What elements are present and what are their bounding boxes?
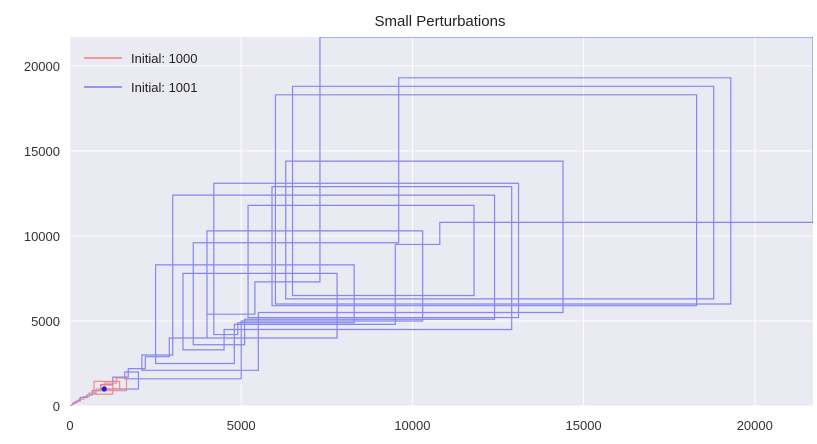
x-tick-label: 20000	[737, 418, 773, 433]
y-tick-label: 20000	[24, 59, 60, 74]
series-layer	[70, 37, 813, 406]
chart-title: Small Perturbations	[375, 13, 506, 30]
legend-label-initial-1001: Initial: 1001	[131, 80, 198, 95]
y-tick-label: 5000	[31, 314, 60, 329]
y-tick-label: 15000	[24, 144, 60, 159]
x-tick-label: 10000	[394, 418, 430, 433]
series-line-initial-1000	[70, 377, 128, 406]
legend: Initial: 1000 Initial: 1001	[84, 51, 198, 95]
series-line-initial-1001	[70, 37, 813, 406]
x-tick-label: 5000	[227, 418, 256, 433]
grid	[69, 37, 813, 407]
y-tick-label: 0	[53, 399, 60, 414]
y-tick-label: 10000	[24, 229, 60, 244]
x-tick-label: 0	[66, 418, 73, 433]
start-point-marker	[101, 386, 107, 392]
x-tick-label: 15000	[566, 418, 602, 433]
tick-labels: 0 5000 10000 15000 20000 0 5000 10000 15000 20000	[24, 59, 773, 433]
legend-label-initial-1000: Initial: 1000	[131, 51, 198, 66]
